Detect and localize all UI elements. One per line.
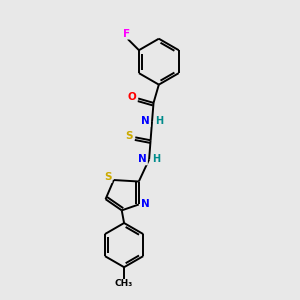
Text: H: H (152, 154, 160, 164)
Text: N: N (138, 154, 147, 164)
Text: N: N (141, 116, 150, 126)
Text: CH₃: CH₃ (115, 280, 133, 289)
Text: F: F (123, 29, 130, 39)
Text: H: H (155, 116, 163, 126)
Text: O: O (128, 92, 137, 102)
Text: S: S (104, 172, 112, 182)
Text: N: N (141, 200, 150, 209)
Text: S: S (125, 131, 133, 141)
